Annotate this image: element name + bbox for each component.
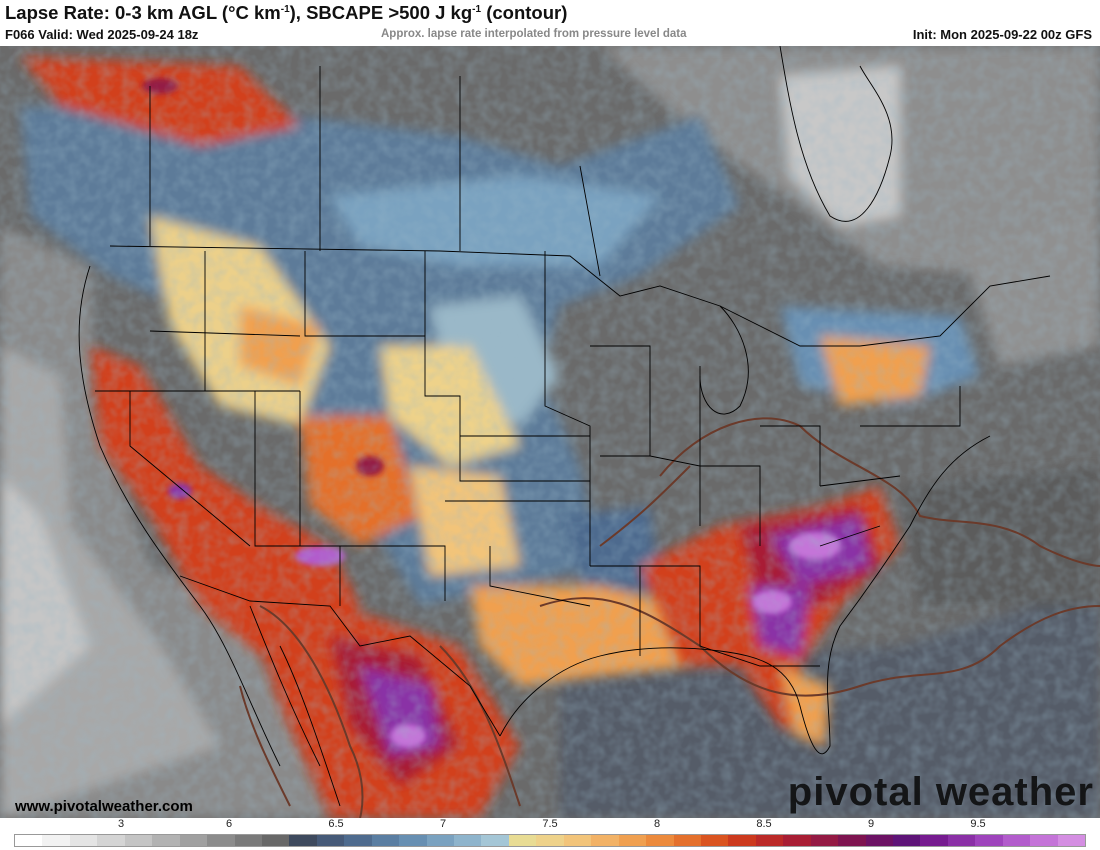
colorbar-ticks: 3 6 6.5 7 7.5 8 8.5 9 9.5 (0, 818, 1100, 834)
colorbar-swatch (810, 835, 839, 846)
colorbar-tick: 9 (867, 818, 875, 830)
colorbar-swatch (179, 835, 208, 846)
sbcape-contour (239, 417, 1100, 818)
political-boundaries (78, 46, 1051, 807)
colorbar-swatch (591, 835, 619, 846)
colorbar-swatch (124, 835, 153, 846)
colorbar-swatch (1002, 835, 1031, 846)
colorbar-swatch (344, 835, 372, 846)
colorbar-swatch (838, 835, 866, 846)
map-title: Lapse Rate: 0-3 km AGL (°C km-1), SBCAPE… (5, 2, 568, 23)
colorbar (14, 834, 1086, 847)
colorbar-tick: 9.5 (970, 818, 986, 830)
brand-watermark: pivotal weather (787, 770, 1094, 814)
colorbar-swatch (947, 835, 976, 846)
colorbar-swatch (865, 835, 893, 846)
colorbar-swatch (69, 835, 98, 846)
colorbar-swatch (646, 835, 674, 846)
colorbar-swatch (618, 835, 647, 846)
colorbar-swatch (755, 835, 784, 846)
colorbar-swatch (1057, 835, 1086, 846)
colorbar-swatch (508, 835, 537, 846)
colorbar-swatch (481, 835, 509, 846)
colorbar-swatch (893, 835, 921, 846)
colorbar-swatch (975, 835, 1003, 846)
colorbar-tick: 6.5 (328, 818, 344, 830)
colorbar-swatch (289, 835, 317, 846)
valid-time: F066 Valid: Wed 2025-09-24 18z (5, 27, 199, 42)
colorbar-swatch (261, 835, 290, 846)
init-time: Init: Mon 2025-09-22 00z GFS (912, 27, 1092, 42)
colorbar-swatch (371, 835, 400, 846)
interpolation-note: Approx. lapse rate interpolated from pre… (381, 28, 687, 40)
colorbar-tick: 8.5 (756, 818, 772, 830)
colorbar-swatch (152, 835, 180, 846)
colorbar-swatch (399, 835, 427, 846)
colorbar-tick: 8 (653, 818, 661, 830)
colorbar-tick: 7.5 (542, 818, 558, 830)
colorbar-swatch (15, 835, 43, 846)
field-texture (0, 46, 1100, 818)
colorbar-tick: 6 (225, 818, 233, 830)
colorbar-swatch (728, 835, 756, 846)
colorbar-swatch (783, 835, 811, 846)
colorbar-swatch (234, 835, 262, 846)
colorbar-swatch (97, 835, 125, 846)
colorbar-swatch (536, 835, 564, 846)
colorbar-tick: 3 (117, 818, 125, 830)
colorbar-swatch (426, 835, 454, 846)
header: Lapse Rate: 0-3 km AGL (°C km-1), SBCAPE… (0, 0, 1100, 46)
map-canvas (0, 46, 1100, 818)
colorbar-swatch (207, 835, 235, 846)
site-url[interactable]: www.pivotalweather.com (15, 798, 193, 815)
colorbar-swatch (673, 835, 701, 846)
colorbar-swatch (316, 835, 345, 846)
weather-map[interactable] (0, 46, 1100, 818)
colorbar-swatch (920, 835, 948, 846)
colorbar-swatch (563, 835, 592, 846)
colorbar-swatch (454, 835, 482, 846)
colorbar-tick: 7 (439, 818, 447, 830)
colorbar-swatch (42, 835, 70, 846)
colorbar-swatch (1030, 835, 1058, 846)
colorbar-swatch (700, 835, 729, 846)
